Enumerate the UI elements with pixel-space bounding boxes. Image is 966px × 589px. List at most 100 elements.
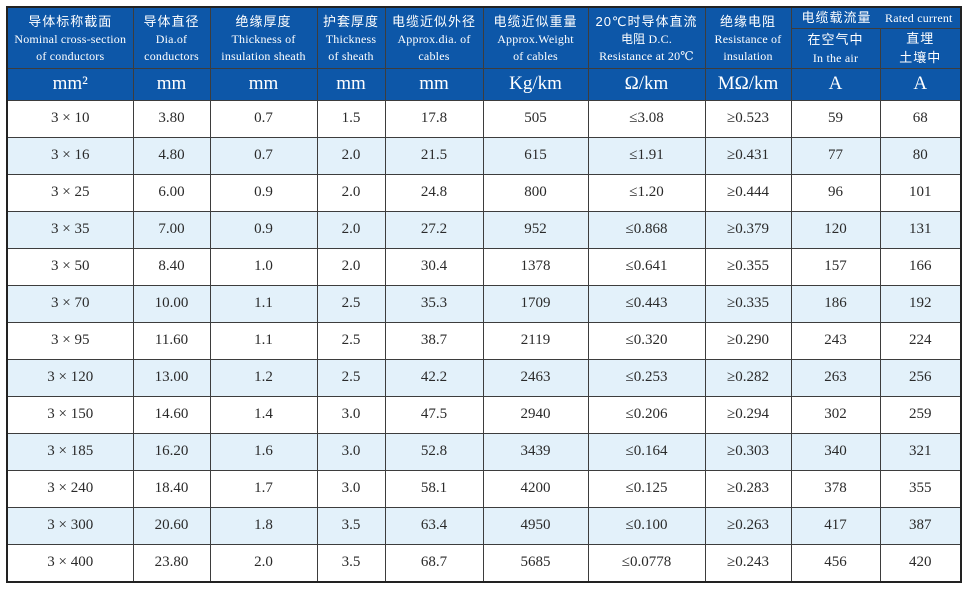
cell-diameter: 14.60 (132, 395, 211, 434)
cell-approx-weight: 4950 (482, 506, 589, 545)
cell-insulation-resistance: ≥0.282 (704, 358, 792, 397)
table-row: 3 × 50 8.40 1.0 2.0 30.4 1378 ≤0.641 ≥0.355 157 1… (6, 247, 962, 286)
cell-cross-section: 3 × 35 (6, 210, 134, 249)
cell-dc-resistance: ≤0.443 (587, 284, 706, 323)
cell-approx-weight: 1709 (482, 284, 589, 323)
col-header-current-buried: 直埋 土壤中 (879, 27, 962, 69)
header-line-en: of conductors (36, 48, 105, 63)
table-row: 3 × 185 16.20 1.6 3.0 52.8 3439 ≤0.164 ≥0.303 34… (6, 432, 962, 471)
cell-current-buried: 80 (879, 136, 962, 175)
table-row: 3 × 70 10.00 1.1 2.5 35.3 1709 ≤0.443 ≥0.335 186… (6, 284, 962, 323)
cell-diameter: 18.40 (132, 469, 211, 508)
header-line-en: insulation (723, 48, 773, 63)
cell-sheath-thickness: 3.5 (316, 543, 386, 582)
cell-approx-weight: 2463 (482, 358, 589, 397)
cell-approx-diameter: 35.3 (384, 284, 484, 323)
cell-cross-section: 3 × 70 (6, 284, 134, 323)
cell-insulation-thickness: 0.7 (209, 136, 318, 175)
table-row: 3 × 120 13.00 1.2 2.5 42.2 2463 ≤0.253 ≥0.282 26… (6, 358, 962, 397)
header-line-zh: 导体标称截面 (28, 13, 113, 29)
table-row: 3 × 10 3.80 0.7 1.5 17.8 505 ≤3.08 ≥0.523 59 68 (6, 99, 962, 138)
cell-sheath-thickness: 2.5 (316, 284, 386, 323)
cell-sheath-thickness: 3.0 (316, 395, 386, 434)
header-line-en: Thickness of (231, 32, 296, 47)
cell-current-buried: 224 (879, 321, 962, 360)
cell-approx-diameter: 17.8 (384, 99, 484, 138)
unit-current-buried: A (879, 67, 962, 101)
cell-current-buried: 192 (879, 284, 962, 323)
cell-approx-diameter: 58.1 (384, 469, 484, 508)
cell-insulation-thickness: 0.9 (209, 173, 318, 212)
cell-cross-section: 3 × 16 (6, 136, 134, 175)
cell-current-in-air: 378 (790, 469, 881, 508)
header-line-en: Approx.Weight (497, 32, 574, 47)
cell-current-buried: 166 (879, 247, 962, 286)
cell-current-in-air: 77 (790, 136, 881, 175)
cell-diameter: 3.80 (132, 99, 211, 138)
cell-dc-resistance: ≤0.206 (587, 395, 706, 434)
cell-cross-section: 3 × 95 (6, 321, 134, 360)
cell-insulation-resistance: ≥0.283 (704, 469, 792, 508)
cell-diameter: 23.80 (132, 543, 211, 582)
cell-current-in-air: 456 (790, 543, 881, 582)
cell-sheath-thickness: 3.0 (316, 469, 386, 508)
cell-approx-diameter: 27.2 (384, 210, 484, 249)
cell-cross-section: 3 × 300 (6, 506, 134, 545)
cell-diameter: 16.20 (132, 432, 211, 471)
header-row-sub: 在空气中 In the air 直埋 土壤中 (7, 27, 962, 69)
header-line-zh: 在空气中 (807, 32, 864, 48)
group-label-zh: 电缆载流量 (801, 10, 872, 25)
header-line-en: Approx.dia. of (397, 32, 471, 47)
cell-diameter: 11.60 (132, 321, 211, 360)
cell-dc-resistance: ≤0.253 (587, 358, 706, 397)
header-line-en: 电阻 D.C. (620, 32, 673, 47)
cable-spec-table: 导体标称截面 Nominal cross-section of conducto… (6, 6, 962, 583)
unit-diameter: mm (132, 67, 211, 101)
cell-insulation-thickness: 1.2 (209, 358, 318, 397)
cell-current-in-air: 186 (790, 284, 881, 323)
header-line-zh: 土壤中 (899, 50, 942, 65)
cell-insulation-resistance: ≥0.335 (704, 284, 792, 323)
cell-cross-section: 3 × 50 (6, 247, 134, 286)
cell-approx-diameter: 38.7 (384, 321, 484, 360)
cell-current-buried: 68 (879, 99, 962, 138)
cell-insulation-thickness: 1.1 (209, 284, 318, 323)
cell-insulation-resistance: ≥0.523 (704, 99, 792, 138)
unit-sheath-thickness: mm (316, 67, 386, 101)
cell-insulation-thickness: 1.8 (209, 506, 318, 545)
cell-current-in-air: 263 (790, 358, 881, 397)
cell-approx-weight: 505 (482, 99, 589, 138)
cell-cross-section: 3 × 400 (6, 543, 134, 582)
cell-diameter: 7.00 (132, 210, 211, 249)
cell-sheath-thickness: 2.5 (316, 358, 386, 397)
cell-current-buried: 256 (879, 358, 962, 397)
cell-current-in-air: 96 (790, 173, 881, 212)
header-line-en: In the air (812, 50, 859, 65)
cell-dc-resistance: ≤1.91 (587, 136, 706, 175)
col-header-current-in-air: 在空气中 In the air (790, 27, 881, 69)
cell-dc-resistance: ≤0.164 (587, 432, 706, 471)
cell-approx-diameter: 52.8 (384, 432, 484, 471)
unit-approx-weight: Kg/km (482, 67, 589, 101)
cell-approx-diameter: 21.5 (384, 136, 484, 175)
col-header-approx-diameter: 电缆近似外径 Approx.dia. of cables (384, 6, 484, 69)
cell-insulation-thickness: 1.1 (209, 321, 318, 360)
cell-cross-section: 3 × 185 (6, 432, 134, 471)
cell-approx-weight: 615 (482, 136, 589, 175)
unit-approx-diameter: mm (384, 67, 484, 101)
cell-dc-resistance: ≤0.320 (587, 321, 706, 360)
cell-sheath-thickness: 1.5 (316, 99, 386, 138)
cell-cross-section: 3 × 120 (6, 358, 134, 397)
unit-current-in-air: A (790, 67, 881, 101)
cell-insulation-thickness: 2.0 (209, 543, 318, 582)
header-line-en: Resistance of (714, 32, 782, 47)
header-line-en: conductors (144, 48, 199, 63)
unit-dc-resistance: Ω/km (587, 67, 706, 101)
cell-insulation-resistance: ≥0.263 (704, 506, 792, 545)
col-header-diameter: 导体直径 Dia.of conductors (132, 6, 211, 69)
header-line-zh: 导体直径 (143, 13, 200, 29)
header-line-en: Dia.of (155, 32, 188, 47)
header-line-en: of cables (513, 48, 558, 63)
cell-cross-section: 3 × 150 (6, 395, 134, 434)
cell-current-in-air: 302 (790, 395, 881, 434)
